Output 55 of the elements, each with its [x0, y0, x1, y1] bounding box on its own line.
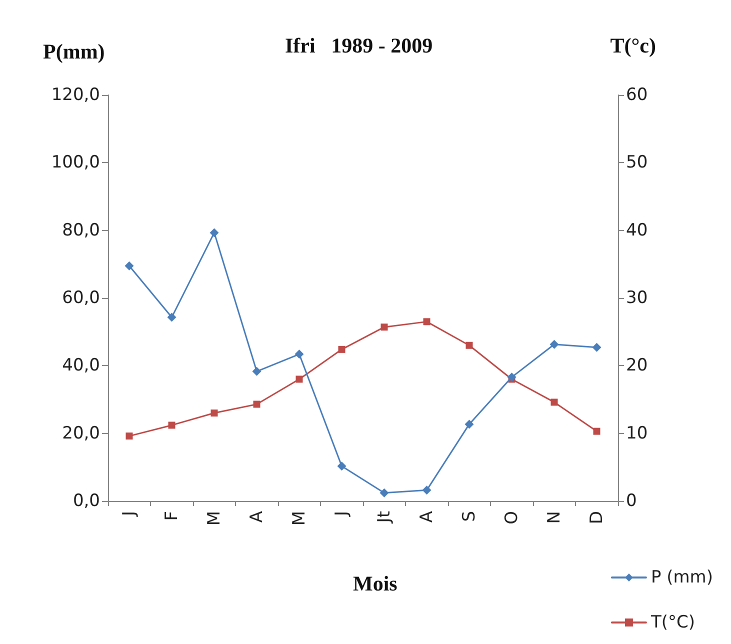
x-tick-label: D	[586, 511, 607, 524]
point	[126, 432, 133, 440]
point	[338, 346, 346, 353]
point	[423, 318, 430, 326]
x-tick-label: M	[289, 511, 310, 526]
point	[380, 324, 388, 331]
point	[422, 486, 432, 495]
point	[253, 400, 260, 408]
y-tick-label: 40,0	[62, 356, 100, 376]
x-tick-label: F	[162, 511, 182, 521]
legend-label: P (mm)	[650, 568, 714, 588]
point	[296, 376, 303, 383]
point	[592, 342, 602, 352]
chart-title: Ifri 1989 - 2009	[285, 34, 433, 58]
point	[210, 410, 218, 417]
y-tick-label: 100,0	[51, 152, 100, 173]
point	[507, 372, 516, 382]
point	[167, 312, 176, 322]
point	[168, 422, 176, 429]
point	[380, 488, 389, 498]
x-tick-label: Jt	[374, 510, 394, 524]
point	[550, 398, 558, 406]
y2-tick-label: 30	[626, 288, 648, 308]
x-tick-label: O	[502, 511, 522, 524]
x-tick-label: S	[459, 511, 480, 522]
y-tick-label: 20,0	[62, 423, 100, 444]
point	[210, 228, 219, 238]
x-axis-title: Mois	[353, 572, 398, 596]
x-tick-label: M	[204, 511, 224, 526]
x-tick-label: J	[332, 511, 352, 518]
y-tick-label: 120,0	[51, 85, 100, 105]
point	[466, 342, 473, 349]
point	[464, 420, 474, 429]
y-tick-label: 60,0	[62, 288, 100, 308]
y-axis-title: P(mm)	[43, 40, 105, 64]
x-tick-label: N	[544, 511, 564, 524]
point	[252, 366, 262, 376]
x-tick-label: A	[416, 510, 437, 523]
x-tick-label: J	[119, 511, 140, 518]
y2-tick-label: 50	[626, 152, 648, 173]
y2-tick-label: 0	[626, 491, 637, 511]
point	[337, 462, 346, 471]
y2-axis-title: T(°c)	[610, 34, 656, 58]
point	[550, 340, 559, 349]
y2-tick-label: 10	[626, 423, 648, 444]
y2-tick-label: 60	[626, 85, 648, 105]
point	[124, 261, 134, 270]
y2-tick-label: 40	[626, 220, 648, 240]
point	[294, 350, 304, 359]
x-tick-label: A	[246, 510, 267, 523]
point	[593, 428, 600, 435]
y-tick-label: 0,0	[72, 491, 100, 511]
y-tick-label: 80,0	[62, 220, 100, 240]
legend-label: T(°C)	[650, 612, 695, 632]
y2-tick-label: 20	[626, 356, 648, 376]
